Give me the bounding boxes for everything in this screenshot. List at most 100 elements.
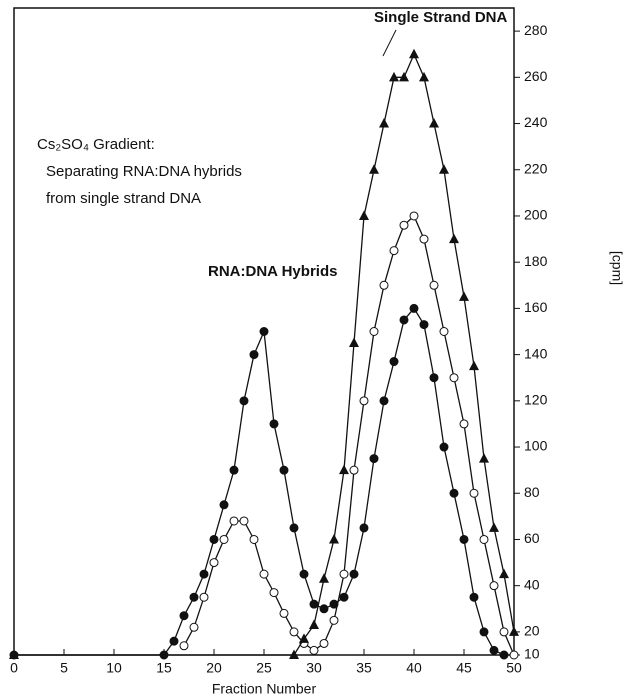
marker bbox=[239, 396, 249, 406]
marker bbox=[299, 569, 309, 579]
y-tick-label: 180 bbox=[524, 253, 548, 269]
y-tick-label: 280 bbox=[524, 22, 548, 38]
x-tick-label: 5 bbox=[60, 660, 68, 676]
marker bbox=[439, 164, 449, 174]
marker bbox=[469, 592, 479, 602]
marker bbox=[269, 419, 279, 429]
marker bbox=[319, 638, 329, 648]
marker bbox=[219, 534, 229, 544]
y-tick-label: 120 bbox=[524, 392, 548, 408]
marker bbox=[389, 357, 399, 367]
marker bbox=[429, 280, 439, 290]
annotation: RNA:DNA Hybrids bbox=[208, 263, 337, 280]
marker bbox=[189, 622, 199, 632]
marker bbox=[369, 164, 379, 174]
marker bbox=[199, 592, 209, 602]
marker bbox=[489, 581, 499, 591]
marker bbox=[459, 291, 469, 301]
y-tick-label: 60 bbox=[524, 530, 540, 546]
marker bbox=[169, 636, 179, 646]
x-tick-label: 40 bbox=[406, 660, 422, 676]
marker bbox=[499, 568, 509, 579]
marker bbox=[429, 118, 439, 128]
marker bbox=[279, 608, 289, 618]
marker bbox=[459, 534, 469, 544]
marker bbox=[269, 588, 279, 598]
marker bbox=[399, 315, 409, 325]
annotation: Cs₂SO₄ Gradient: bbox=[37, 136, 155, 153]
marker bbox=[179, 611, 189, 621]
marker bbox=[179, 641, 189, 651]
marker bbox=[509, 650, 519, 660]
marker bbox=[429, 373, 439, 383]
marker bbox=[259, 569, 269, 579]
y-tick-label: 20 bbox=[524, 623, 540, 639]
marker bbox=[229, 516, 239, 526]
x-tick-label: 25 bbox=[256, 660, 272, 676]
marker bbox=[379, 396, 389, 406]
marker bbox=[209, 534, 219, 544]
x-tick-label: 50 bbox=[506, 660, 522, 676]
marker bbox=[199, 569, 209, 579]
marker bbox=[369, 454, 379, 464]
marker bbox=[339, 592, 349, 602]
marker bbox=[359, 523, 369, 533]
marker bbox=[289, 649, 299, 659]
series-line bbox=[14, 307, 505, 656]
marker bbox=[499, 627, 509, 637]
marker bbox=[449, 233, 459, 244]
marker bbox=[469, 488, 479, 498]
marker bbox=[439, 327, 449, 336]
annotation: Single Strand DNA bbox=[374, 9, 508, 26]
marker bbox=[309, 645, 319, 655]
marker bbox=[439, 442, 449, 452]
marker bbox=[259, 327, 269, 336]
y-tick-label: 260 bbox=[524, 68, 548, 84]
x-axis-label: Fraction Number bbox=[212, 681, 317, 697]
marker bbox=[489, 522, 499, 532]
marker bbox=[419, 320, 429, 330]
y-axis-label: [cpm] bbox=[609, 251, 625, 285]
y-tick-label: 140 bbox=[524, 345, 548, 361]
marker bbox=[249, 534, 259, 544]
marker bbox=[189, 592, 199, 602]
marker bbox=[239, 516, 249, 526]
y-tick-label: 10 bbox=[524, 646, 540, 662]
series-line bbox=[183, 214, 515, 656]
marker bbox=[409, 211, 419, 221]
marker bbox=[319, 573, 329, 583]
marker bbox=[409, 48, 419, 59]
marker bbox=[449, 488, 459, 498]
marker bbox=[209, 558, 219, 568]
marker bbox=[509, 626, 519, 636]
marker bbox=[359, 396, 369, 406]
marker bbox=[399, 71, 409, 82]
y-tick-label: 240 bbox=[524, 114, 548, 130]
marker bbox=[309, 619, 319, 629]
series-line bbox=[14, 52, 515, 656]
marker bbox=[279, 465, 289, 475]
marker bbox=[419, 234, 429, 244]
y-tick-label: 220 bbox=[524, 160, 548, 176]
marker bbox=[309, 599, 319, 609]
marker bbox=[489, 645, 499, 655]
marker bbox=[319, 604, 329, 614]
marker bbox=[349, 569, 359, 579]
marker bbox=[469, 360, 479, 371]
marker bbox=[289, 627, 299, 637]
marker bbox=[289, 523, 299, 533]
x-tick-label: 35 bbox=[356, 660, 372, 676]
marker bbox=[459, 419, 469, 429]
marker bbox=[449, 373, 459, 383]
marker bbox=[379, 280, 389, 290]
marker bbox=[379, 118, 389, 128]
marker bbox=[9, 649, 19, 659]
x-tick-label: 20 bbox=[206, 660, 222, 676]
marker bbox=[369, 327, 379, 336]
marker bbox=[499, 650, 509, 660]
marker bbox=[249, 350, 259, 360]
arrow bbox=[382, 29, 397, 57]
marker bbox=[229, 465, 239, 475]
marker bbox=[479, 627, 489, 637]
